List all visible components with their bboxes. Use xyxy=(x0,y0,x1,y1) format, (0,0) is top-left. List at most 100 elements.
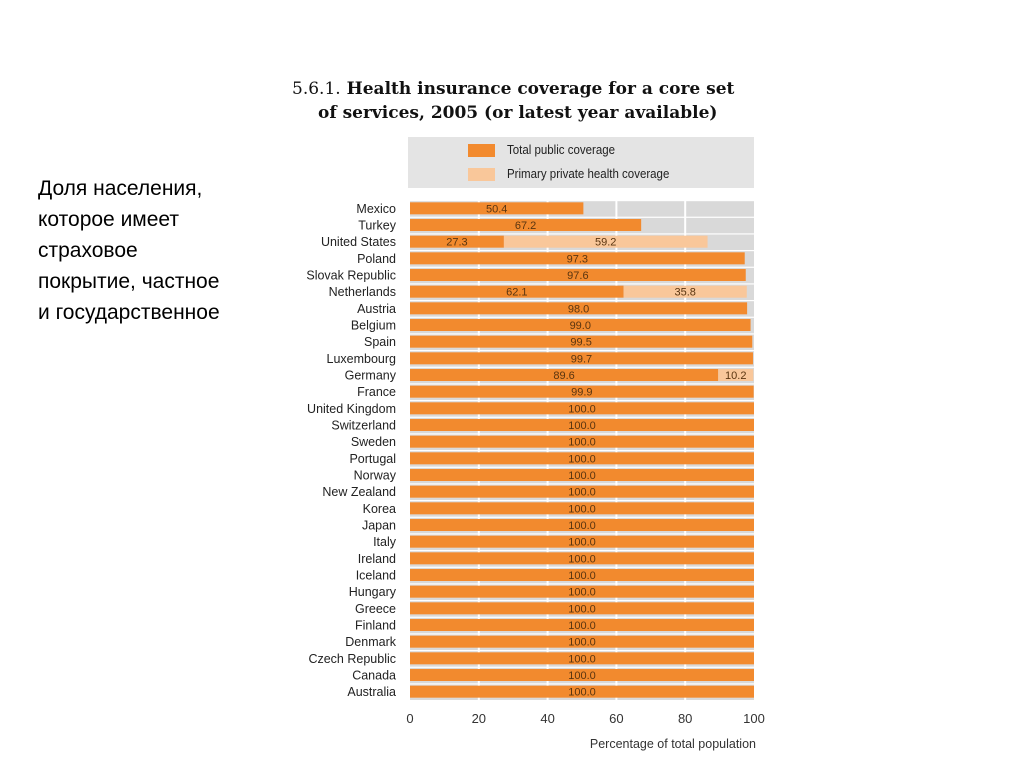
category-label: Portugal xyxy=(349,452,396,466)
row-separator xyxy=(410,550,754,552)
data-label-public: 100.0 xyxy=(568,570,596,582)
data-label-public: 67.2 xyxy=(515,220,536,232)
category-label: Iceland xyxy=(356,569,396,583)
data-label-public: 100.0 xyxy=(568,420,596,432)
data-label-public: 100.0 xyxy=(568,503,596,515)
bar-public xyxy=(410,552,754,565)
data-label-public: 100.0 xyxy=(568,437,596,449)
data-label-public: 100.0 xyxy=(568,487,596,499)
data-label-public: 100.0 xyxy=(568,553,596,565)
legend-label-public: Total public coverage xyxy=(507,143,616,157)
bar-public xyxy=(410,652,754,665)
category-label: Belgium xyxy=(351,319,396,333)
bar-public xyxy=(410,302,748,315)
data-label-public: 100.0 xyxy=(568,403,596,415)
data-label-public: 62.1 xyxy=(506,287,527,299)
row-separator xyxy=(410,650,754,652)
row-separator xyxy=(410,533,754,535)
slide-caption: Доля населения, которое имеет страховое … xyxy=(38,173,278,328)
bar-public xyxy=(410,285,624,298)
category-label: New Zealand xyxy=(322,485,396,499)
legend-item-public: Total public coverage xyxy=(468,143,624,157)
category-label: Norway xyxy=(354,469,397,483)
bar-public xyxy=(410,385,754,398)
data-label-public: 27.3 xyxy=(446,237,467,249)
data-label-public: 99.0 xyxy=(570,320,591,332)
row-separator xyxy=(410,683,754,685)
caption-line: страховое xyxy=(38,239,138,262)
chart-title: 5.6.1. Health insurance coverage for a co… xyxy=(292,77,762,125)
data-label-public: 100.0 xyxy=(568,670,596,682)
caption-line: которое имеет xyxy=(38,208,180,231)
bar-public xyxy=(410,569,754,581)
category-label: Sweden xyxy=(351,435,396,449)
bar-public xyxy=(410,419,754,431)
data-label-public: 100.0 xyxy=(568,520,596,532)
bar-public xyxy=(410,352,753,365)
bar-public xyxy=(410,252,745,265)
row-separator xyxy=(410,450,754,452)
row-separator xyxy=(410,416,754,418)
category-label: Czech Republic xyxy=(308,652,396,666)
legend-swatch-private xyxy=(468,167,495,181)
category-label: United States xyxy=(321,235,396,249)
category-label: Poland xyxy=(357,252,396,266)
data-label-private: 59.2 xyxy=(595,237,616,249)
row-separator xyxy=(410,666,754,668)
bar-public xyxy=(410,585,754,598)
chart-title-line-2: of services, 2005 (or latest year availa… xyxy=(318,103,718,123)
bar-public xyxy=(410,435,754,448)
category-label: Austria xyxy=(357,302,396,316)
caption-line: и государственное xyxy=(38,301,220,324)
data-label-public: 100.0 xyxy=(568,687,596,699)
row-separator xyxy=(410,383,754,385)
bar-public xyxy=(410,619,754,631)
data-label-public: 100.0 xyxy=(568,653,596,665)
row-separator xyxy=(410,300,754,302)
category-label: Germany xyxy=(345,369,397,383)
row-separator xyxy=(410,433,754,435)
data-label-public: 98.0 xyxy=(568,303,589,315)
legend-label-private: Primary private health coverage xyxy=(507,167,670,181)
row-separator xyxy=(410,516,754,518)
data-label-public: 100.0 xyxy=(568,453,596,465)
category-label: Netherlands xyxy=(329,285,396,299)
bar-public xyxy=(410,235,504,248)
category-label: Hungary xyxy=(349,585,397,599)
row-separator xyxy=(410,483,754,485)
bar-public xyxy=(410,519,754,531)
bar-private xyxy=(718,369,754,381)
data-label-public: 99.5 xyxy=(570,337,591,349)
category-label: France xyxy=(357,385,396,399)
bar-public xyxy=(410,402,754,415)
row-separator xyxy=(410,366,754,368)
category-label: Japan xyxy=(362,519,396,533)
row-separator xyxy=(410,250,754,252)
category-label: United Kingdom xyxy=(307,402,396,416)
x-axis-label: Percentage of total population xyxy=(589,737,756,751)
data-label-public: 99.7 xyxy=(571,353,592,365)
data-label-public: 100.0 xyxy=(568,587,596,599)
row-separator xyxy=(410,566,754,568)
category-label: Italy xyxy=(373,535,397,549)
x-tick-label: 100 xyxy=(743,711,765,726)
data-label-private: 10.2 xyxy=(725,370,746,382)
row-separator xyxy=(410,316,754,318)
row-separator xyxy=(410,216,754,218)
category-label: Finland xyxy=(355,619,396,633)
legend-item-private: Primary private health coverage xyxy=(468,167,683,181)
category-label: Greece xyxy=(355,602,396,616)
chart-number: 5.6.1. xyxy=(292,79,341,99)
bar-public xyxy=(410,469,754,481)
bar-public xyxy=(410,369,719,381)
category-label: Mexico xyxy=(356,202,396,216)
data-label-public: 89.6 xyxy=(553,370,574,382)
bar-private xyxy=(623,285,747,298)
category-label: Turkey xyxy=(358,219,396,233)
x-tick-label: 0 xyxy=(406,711,413,726)
row-separator xyxy=(410,350,754,352)
row-separator xyxy=(410,616,754,618)
bar-private xyxy=(503,235,708,248)
bar-public xyxy=(410,219,642,231)
row-separator xyxy=(410,466,754,468)
